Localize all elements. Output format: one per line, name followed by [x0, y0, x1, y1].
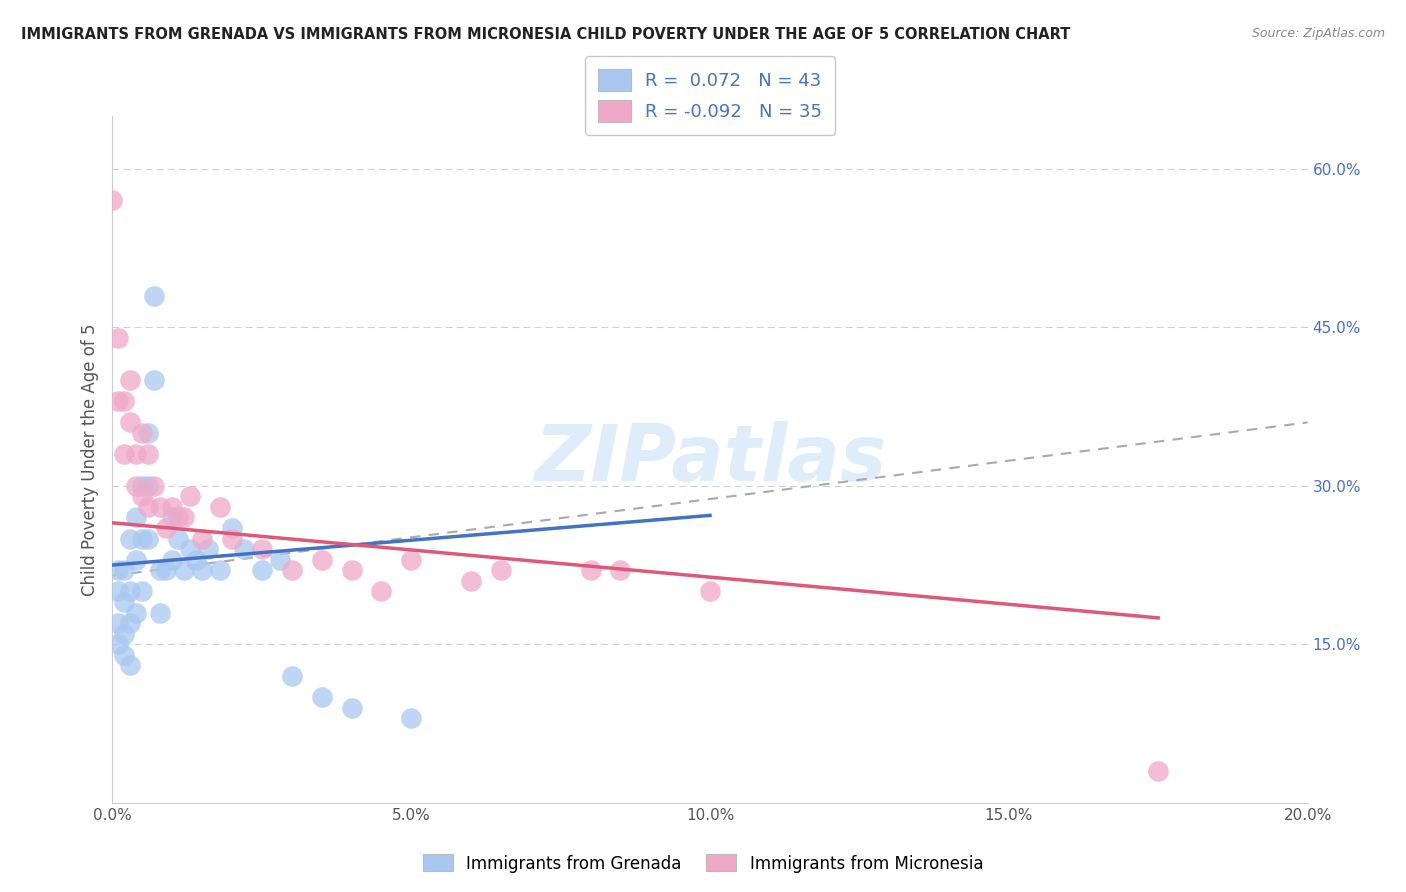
- Point: [311, 553, 333, 567]
- Point: [370, 584, 392, 599]
- Point: [162, 553, 183, 567]
- Point: [107, 394, 129, 409]
- Point: [221, 521, 243, 535]
- Point: [131, 479, 153, 493]
- Point: [120, 532, 142, 546]
- Point: [120, 658, 142, 673]
- Point: [143, 288, 166, 302]
- Point: [209, 500, 232, 514]
- Point: [269, 553, 291, 567]
- Point: [340, 563, 363, 577]
- Point: [162, 510, 183, 524]
- Point: [340, 700, 363, 714]
- Point: [107, 584, 129, 599]
- Point: [125, 510, 148, 524]
- Point: [125, 447, 148, 461]
- Point: [120, 373, 142, 387]
- Point: [107, 563, 129, 577]
- Text: Source: ZipAtlas.com: Source: ZipAtlas.com: [1251, 27, 1385, 40]
- Point: [197, 542, 219, 557]
- Point: [120, 416, 142, 430]
- Point: [143, 479, 166, 493]
- Point: [155, 563, 177, 577]
- Point: [401, 553, 423, 567]
- Point: [138, 500, 160, 514]
- Point: [114, 563, 135, 577]
- Point: [179, 542, 201, 557]
- Legend: R =  0.072   N = 43, R = -0.092   N = 35: R = 0.072 N = 43, R = -0.092 N = 35: [585, 56, 835, 135]
- Point: [191, 532, 214, 546]
- Point: [114, 648, 135, 662]
- Point: [191, 563, 214, 577]
- Point: [131, 425, 153, 440]
- Point: [131, 489, 153, 503]
- Point: [149, 500, 172, 514]
- Point: [281, 669, 304, 683]
- Point: [125, 479, 148, 493]
- Point: [1147, 764, 1170, 778]
- Point: [179, 489, 201, 503]
- Point: [131, 584, 153, 599]
- Point: [143, 373, 166, 387]
- Point: [401, 711, 423, 725]
- Point: [138, 479, 160, 493]
- Point: [114, 626, 135, 640]
- Point: [281, 563, 304, 577]
- Point: [107, 331, 129, 345]
- Point: [120, 616, 142, 631]
- Point: [101, 194, 124, 208]
- Point: [460, 574, 482, 588]
- Point: [149, 606, 172, 620]
- Text: IMMIGRANTS FROM GRENADA VS IMMIGRANTS FROM MICRONESIA CHILD POVERTY UNDER THE AG: IMMIGRANTS FROM GRENADA VS IMMIGRANTS FR…: [21, 27, 1070, 42]
- Point: [489, 563, 512, 577]
- Point: [114, 595, 135, 609]
- Point: [311, 690, 333, 705]
- Y-axis label: Child Poverty Under the Age of 5: Child Poverty Under the Age of 5: [80, 323, 98, 596]
- Point: [186, 553, 208, 567]
- Point: [250, 563, 273, 577]
- Legend: Immigrants from Grenada, Immigrants from Micronesia: Immigrants from Grenada, Immigrants from…: [416, 847, 990, 880]
- Point: [114, 394, 135, 409]
- Point: [138, 447, 160, 461]
- Point: [167, 532, 190, 546]
- Point: [107, 637, 129, 651]
- Point: [114, 447, 135, 461]
- Point: [155, 521, 177, 535]
- Point: [125, 606, 148, 620]
- Point: [120, 584, 142, 599]
- Point: [699, 584, 721, 599]
- Point: [138, 532, 160, 546]
- Point: [173, 563, 195, 577]
- Point: [233, 542, 256, 557]
- Point: [131, 532, 153, 546]
- Point: [221, 532, 243, 546]
- Point: [250, 542, 273, 557]
- Point: [173, 510, 195, 524]
- Point: [107, 616, 129, 631]
- Point: [209, 563, 232, 577]
- Point: [609, 563, 631, 577]
- Point: [138, 425, 160, 440]
- Point: [162, 500, 183, 514]
- Point: [579, 563, 602, 577]
- Point: [167, 510, 190, 524]
- Point: [149, 563, 172, 577]
- Text: ZIPatlas: ZIPatlas: [534, 421, 886, 498]
- Point: [125, 553, 148, 567]
